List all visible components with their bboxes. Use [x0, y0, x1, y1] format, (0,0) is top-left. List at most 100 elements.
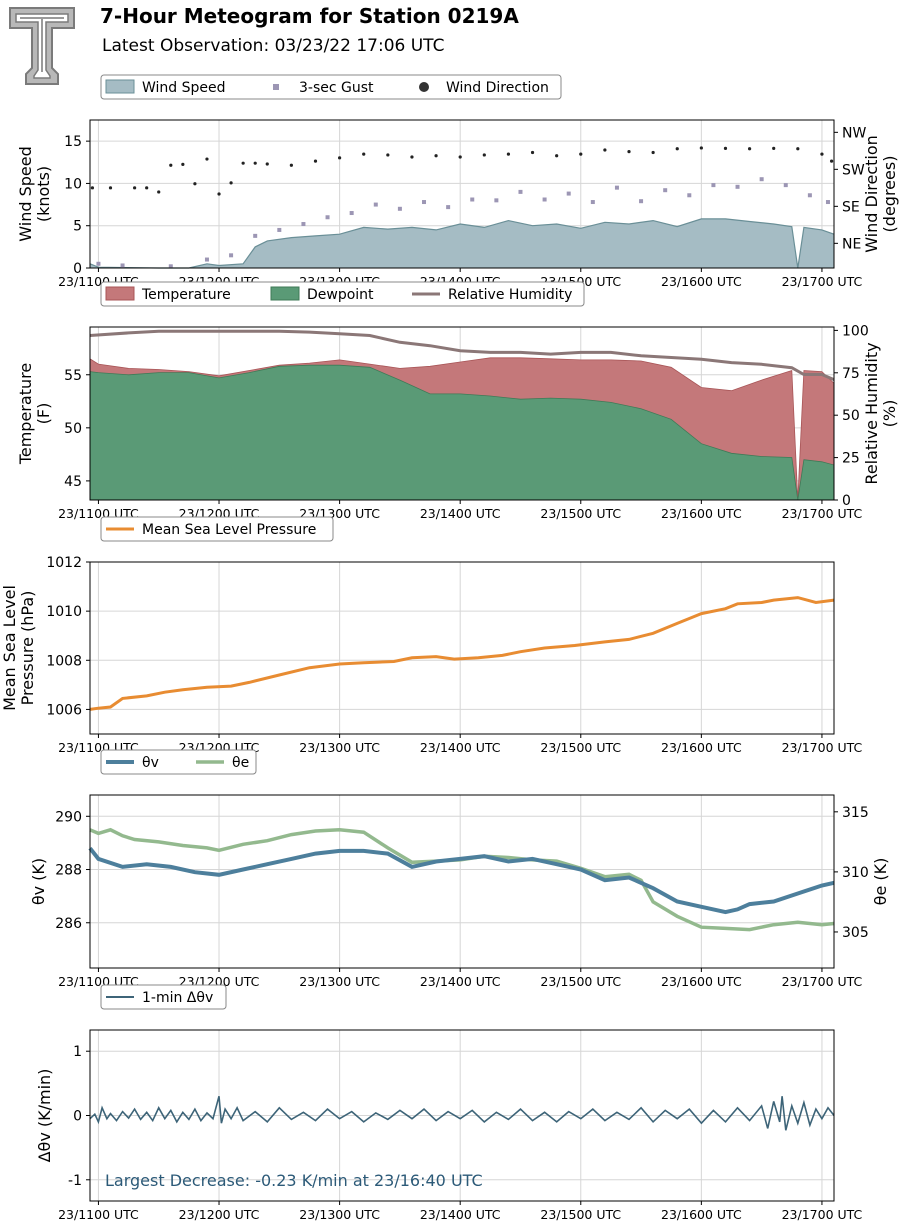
gust-point	[325, 215, 330, 220]
y-tick-label: 286	[55, 916, 82, 932]
direction-point	[627, 150, 631, 154]
legend-label: θe	[232, 755, 249, 771]
gust-point	[397, 206, 402, 211]
legend-swatch	[273, 84, 279, 90]
direction-point	[410, 155, 414, 159]
largest-decrease-annotation: Largest Decrease: -0.23 K/min at 23/16:4…	[105, 1171, 483, 1190]
temperature-axis-label: Temperature(F)	[16, 363, 53, 465]
gust-point	[301, 222, 306, 227]
y-tick-label: 1008	[46, 653, 82, 669]
y-tick-label: 5	[73, 219, 82, 235]
delta-theta-line	[89, 1095, 835, 1131]
theta-e-axis-label: θe (K)	[871, 858, 890, 906]
direction-point	[651, 150, 655, 155]
direction-point	[458, 155, 462, 159]
page-subtitle: Latest Observation: 03/23/22 17:06 UTC	[102, 36, 445, 56]
direction-point	[265, 162, 269, 166]
x-tick-label: 23/1500 UTC	[540, 1207, 621, 1222]
direction-point	[796, 147, 800, 151]
x-tick-label: 23/1600 UTC	[661, 1207, 742, 1222]
direction-point	[434, 154, 438, 158]
y2-tick-label: 75	[842, 366, 860, 382]
y-tick-label: 55	[64, 368, 82, 384]
delta-theta-axis-label: Δθv (K/min)	[35, 1069, 54, 1163]
panel-theta	[90, 795, 834, 968]
legend-label: Relative Humidity	[448, 287, 572, 303]
x-tick-label: 23/1500 UTC	[540, 740, 621, 755]
direction-point	[241, 161, 245, 165]
texas-tech-logo-icon	[9, 7, 75, 85]
pressure-line	[89, 596, 835, 711]
gust-point	[663, 188, 668, 193]
x-tick-label: 23/1400 UTC	[420, 974, 501, 989]
direction-point	[145, 186, 149, 190]
y2-tick-label: 0	[842, 493, 851, 509]
x-tick-label: 23/1300 UTC	[299, 740, 380, 755]
x-tick-label: 23/1600 UTC	[661, 274, 742, 289]
y2-tick-label: 310	[842, 865, 869, 881]
y-tick-label: 1	[73, 1044, 82, 1060]
x-tick-label: 23/1700 UTC	[782, 506, 863, 521]
x-tick-label: 23/1600 UTC	[661, 740, 742, 755]
direction-point	[699, 146, 703, 150]
gust-point	[253, 233, 258, 238]
y2-tick-label: 100	[842, 323, 869, 339]
legend-label: 1-min Δθv	[142, 990, 213, 1006]
legend-swatch	[105, 286, 135, 301]
direction-point	[169, 163, 173, 167]
x-tick-label: 23/1600 UTC	[661, 506, 742, 521]
pressure-axis-label: Mean Sea LevelPressure (hPa)	[0, 585, 37, 711]
gust-point	[711, 183, 716, 188]
legend-label: Wind Direction	[446, 80, 549, 96]
y-tick-label: -1	[68, 1173, 82, 1189]
x-tick-label: 23/1400 UTC	[420, 740, 501, 755]
direction-point	[747, 147, 752, 151]
x-tick-label: 23/1700 UTC	[782, 274, 863, 289]
direction-point	[229, 181, 233, 185]
page-title: 7-Hour Meteogram for Station 0219A	[100, 4, 519, 28]
y-tick-label: 1012	[46, 555, 82, 571]
panel-pressure	[90, 561, 834, 734]
gust-point	[168, 264, 173, 269]
legend-label: Dewpoint	[307, 287, 374, 303]
direction-point	[772, 146, 776, 150]
y2-tick-label: 25	[842, 451, 860, 467]
gust-point	[470, 197, 475, 202]
y-tick-label: 15	[64, 134, 82, 150]
gust-point	[373, 202, 378, 207]
dewpoint-area	[89, 364, 835, 501]
theta-frame	[89, 794, 835, 969]
gust-point	[120, 263, 125, 268]
wind-speed-line	[89, 218, 835, 269]
y-tick-label: 1010	[46, 604, 82, 620]
legend-label: Temperature	[141, 287, 231, 303]
y2-tick-label: 305	[842, 925, 869, 941]
direction-point	[181, 162, 185, 166]
x-tick-label: 23/1500 UTC	[540, 974, 621, 989]
legend-box	[100, 516, 334, 542]
direction-point	[482, 153, 486, 157]
x-tick-label: 23/1200 UTC	[179, 1207, 260, 1222]
gust-point	[422, 200, 427, 205]
y-tick-label: 290	[55, 809, 82, 825]
gust-point	[825, 200, 830, 205]
legend-box	[100, 74, 562, 100]
direction-point	[133, 186, 137, 190]
legend-label: θv	[142, 755, 159, 771]
theta-e-line	[89, 827, 835, 932]
x-tick-label: 23/1700 UTC	[782, 974, 863, 989]
gust-point	[542, 197, 547, 202]
direction-point	[820, 152, 824, 156]
direction-point	[530, 150, 535, 155]
gust-point	[96, 261, 101, 266]
gust-point	[590, 200, 595, 205]
x-tick-label: 23/1700 UTC	[782, 1207, 863, 1222]
direction-point	[108, 186, 113, 190]
legend-swatch	[419, 82, 429, 92]
gust-point	[687, 193, 692, 198]
temperature-frame	[89, 326, 835, 501]
panel-dtheta	[90, 1030, 834, 1201]
y2-tick-label: SE	[842, 199, 860, 215]
wind-frame	[89, 119, 835, 269]
